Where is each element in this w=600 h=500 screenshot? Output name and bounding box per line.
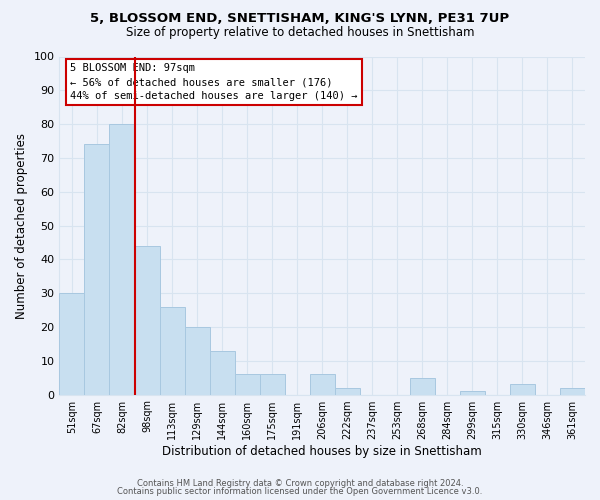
- Text: Contains public sector information licensed under the Open Government Licence v3: Contains public sector information licen…: [118, 487, 482, 496]
- Bar: [209, 350, 235, 395]
- Bar: [310, 374, 335, 394]
- Bar: [335, 388, 360, 394]
- Text: 5, BLOSSOM END, SNETTISHAM, KING'S LYNN, PE31 7UP: 5, BLOSSOM END, SNETTISHAM, KING'S LYNN,…: [91, 12, 509, 26]
- X-axis label: Distribution of detached houses by size in Snettisham: Distribution of detached houses by size …: [163, 444, 482, 458]
- Y-axis label: Number of detached properties: Number of detached properties: [15, 132, 28, 318]
- Bar: [185, 327, 209, 394]
- Bar: [510, 384, 535, 394]
- Bar: [134, 246, 160, 394]
- Bar: [460, 391, 485, 394]
- Bar: [109, 124, 134, 394]
- Text: 5 BLOSSOM END: 97sqm
← 56% of detached houses are smaller (176)
44% of semi-deta: 5 BLOSSOM END: 97sqm ← 56% of detached h…: [70, 64, 358, 102]
- Text: Size of property relative to detached houses in Snettisham: Size of property relative to detached ho…: [126, 26, 474, 39]
- Bar: [235, 374, 260, 394]
- Bar: [260, 374, 284, 394]
- Bar: [59, 293, 85, 394]
- Bar: [85, 144, 109, 394]
- Bar: [160, 306, 185, 394]
- Bar: [560, 388, 585, 394]
- Bar: [410, 378, 435, 394]
- Text: Contains HM Land Registry data © Crown copyright and database right 2024.: Contains HM Land Registry data © Crown c…: [137, 478, 463, 488]
